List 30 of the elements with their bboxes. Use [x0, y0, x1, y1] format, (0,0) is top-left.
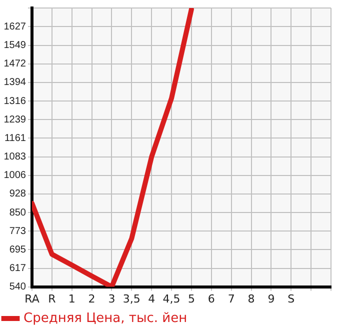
x-tick-label: R [48, 292, 56, 306]
y-tick-label: 1549 [4, 40, 26, 52]
x-tick-label: 7 [228, 292, 235, 306]
y-tick-label: 1394 [4, 77, 26, 88]
x-tick-label: 1 [68, 292, 76, 306]
x-tick-label: 5 [188, 292, 195, 306]
x-tick-label: 3,5 [122, 292, 140, 306]
y-tick-label: 850 [9, 207, 26, 218]
x-tick-label: 8 [248, 292, 255, 306]
x-tick-label: 4,5 [162, 292, 180, 306]
y-tick-label: 540 [9, 282, 26, 293]
y-tick-label: 1316 [4, 96, 26, 107]
y-tick-label: 617 [9, 263, 26, 274]
x-tick-label: S [288, 292, 295, 306]
y-tick-label: 1239 [4, 114, 26, 126]
y-tick-label: 1472 [4, 58, 26, 70]
legend-label: Средняя Цена, тыс. йен [24, 310, 188, 326]
y-tick-label: 773 [9, 226, 26, 237]
x-tick-label: 9 [268, 292, 275, 306]
x-tick-label: RA [24, 292, 40, 306]
y-tick-label: 1627 [4, 21, 26, 32]
y-tick-label: 695 [9, 244, 26, 256]
x-tick-label: 6 [208, 292, 215, 306]
y-tick-label: 928 [9, 188, 26, 200]
x-tick-label: 2 [88, 292, 96, 306]
x-tick-label: 4 [148, 292, 156, 306]
y-tick-label: 1083 [4, 152, 26, 163]
y-tick-label: 1006 [4, 170, 26, 182]
y-tick-label: 1161 [4, 132, 26, 144]
x-tick-label: 3 [108, 292, 116, 306]
